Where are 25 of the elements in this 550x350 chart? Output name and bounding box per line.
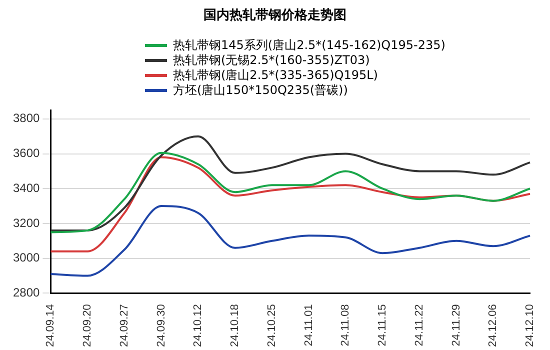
legend-label: 方坯(唐山150*150Q235(普碳)) [173,83,348,98]
chart-title: 国内热轧带钢价格走势图 [202,7,348,24]
y-tick-label: 3000 [12,250,40,265]
legend-label: 热轧带钢145系列(唐山2.5*(145-162)Q195-235) [173,38,446,53]
y-tick-label: 3800 [12,111,40,126]
x-tick-label: 24.10.18 [229,304,242,348]
x-tick-label: 24.12.10 [524,304,536,348]
x-tick-label: 24.10.12 [192,304,204,348]
x-tick-label: 24.09.14 [44,304,57,348]
x-tick-label: 24.10.25 [266,304,278,348]
x-tick-label: 24.11.29 [450,304,462,346]
x-tick-label: 24.09.20 [82,304,94,348]
x-tick-label: 24.12.06 [487,304,500,348]
legend-label: 热轧带钢(唐山2.5*(335-365)Q195L) [173,68,378,83]
y-tick-label: 3400 [12,180,40,195]
x-tick-label: 24.09.27 [118,304,130,348]
x-tick-label: 24.11.22 [413,304,426,346]
y-tick-label: 3200 [12,216,40,230]
legend-label: 热轧带钢(无锡2.5*(160-355)ZT03) [173,53,370,68]
x-tick-label: 24.11.08 [340,304,352,346]
x-tick-label: 24.11.01 [302,304,315,346]
x-tick-label: 24.11.15 [376,304,389,346]
x-tick-label: 24.09.30 [155,304,168,348]
y-tick-label: 3600 [12,146,40,160]
y-tick-label: 2800 [12,285,40,300]
